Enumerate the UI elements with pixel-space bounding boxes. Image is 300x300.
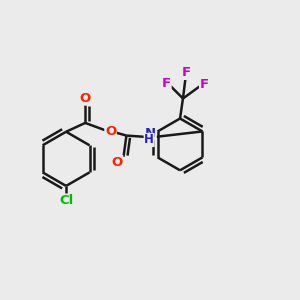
Text: Cl: Cl — [59, 194, 73, 207]
Text: F: F — [200, 78, 209, 91]
Text: O: O — [105, 125, 116, 138]
Text: N: N — [145, 127, 156, 140]
Text: F: F — [162, 77, 171, 90]
Text: H: H — [144, 134, 154, 146]
Text: F: F — [182, 66, 191, 80]
Text: O: O — [80, 92, 91, 105]
Text: O: O — [111, 156, 123, 169]
